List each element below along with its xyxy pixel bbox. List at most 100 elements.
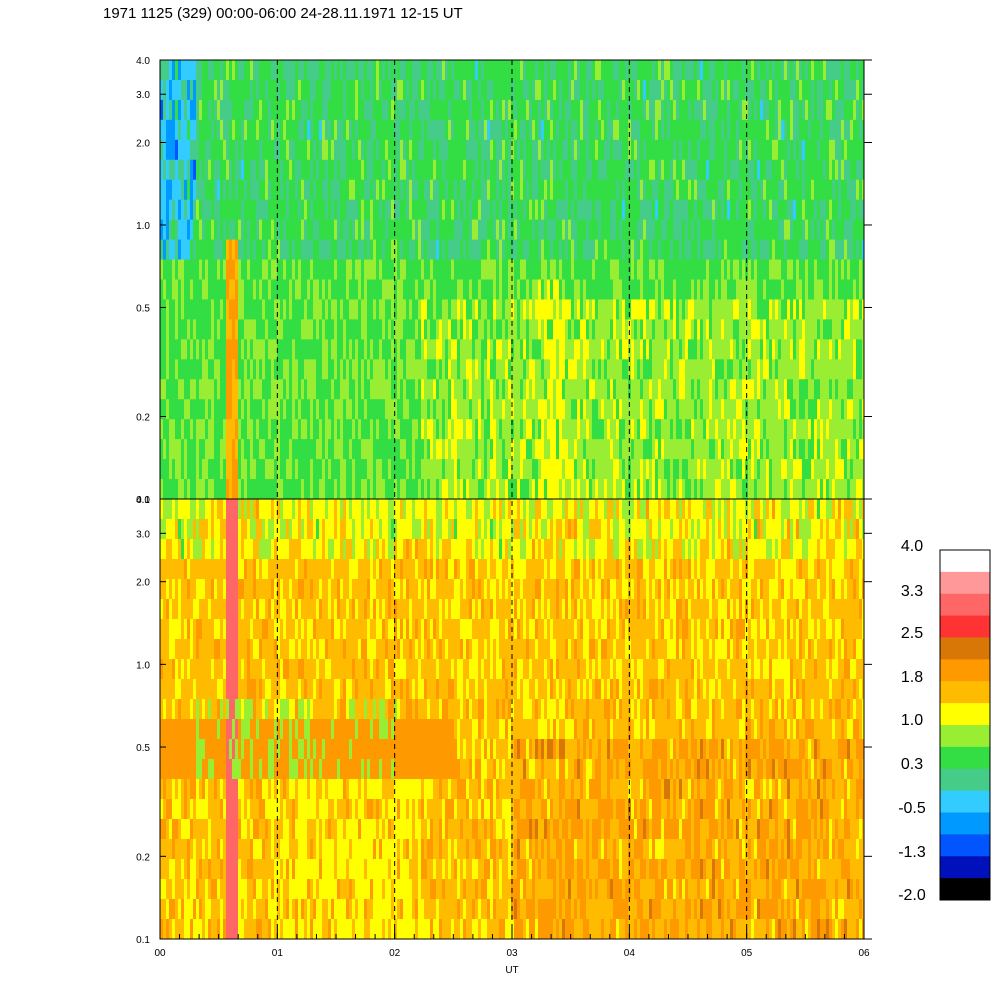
heat-cell: [646, 159, 650, 181]
heat-cell: [220, 99, 224, 121]
heat-cell: [466, 60, 470, 81]
heat-cell: [364, 79, 368, 101]
heat-cell: [679, 119, 683, 141]
heat-cell: [688, 299, 692, 320]
heat-cell: [676, 459, 680, 480]
heat-cell: [160, 459, 164, 480]
heat-cell: [598, 299, 602, 320]
heat-cell: [712, 219, 716, 240]
heat-cell: [697, 239, 701, 260]
heat-cell: [826, 299, 830, 320]
heat-cell: [799, 119, 803, 141]
heat-cell: [820, 119, 824, 141]
heat-cell: [613, 119, 617, 141]
heat-cell: [229, 199, 233, 221]
heat-cell: [337, 219, 341, 240]
heat-cell: [250, 439, 254, 460]
heat-cell: [622, 359, 626, 380]
heat-cell: [349, 60, 353, 81]
heat-cell: [277, 299, 281, 320]
heat-cell: [433, 299, 437, 320]
heat-cell: [259, 119, 263, 141]
heat-cell: [415, 319, 419, 340]
heat-cell: [586, 199, 590, 221]
heat-cell: [619, 379, 623, 400]
heat-cell: [811, 459, 815, 480]
heat-cell: [565, 239, 569, 260]
heat-cell: [250, 299, 254, 320]
heat-cell: [172, 199, 176, 221]
heat-cell: [262, 60, 266, 81]
heat-cell: [820, 60, 824, 81]
heat-cell: [679, 359, 683, 380]
heat-cell: [520, 399, 524, 420]
heat-cell: [520, 99, 524, 121]
heat-cell: [397, 179, 401, 201]
heat-cell: [478, 139, 482, 161]
heat-cell: [730, 459, 734, 480]
heat-cell: [832, 299, 836, 320]
heat-cell: [355, 359, 359, 380]
heat-cell: [649, 279, 653, 300]
heat-cell: [301, 159, 305, 181]
heat-cell: [463, 60, 467, 81]
heat-cell: [472, 199, 476, 221]
heat-cell: [646, 319, 650, 340]
heat-cell: [529, 339, 533, 360]
heat-cell: [817, 419, 821, 440]
heat-cell: [346, 479, 350, 499]
heat-cell: [307, 239, 311, 260]
heat-cell: [424, 79, 428, 101]
heat-cell: [307, 159, 311, 181]
heat-cell: [442, 479, 446, 499]
heat-cell: [550, 399, 554, 420]
heat-cell: [640, 419, 644, 440]
heat-cell: [577, 439, 581, 460]
heat-cell: [316, 139, 320, 161]
heat-cell: [781, 259, 785, 280]
heat-cell: [613, 299, 617, 320]
heat-cell: [292, 439, 296, 460]
heat-cell: [379, 459, 383, 480]
heat-cell: [802, 199, 806, 221]
heat-cell: [604, 319, 608, 340]
heat-cell: [337, 459, 341, 480]
heat-cell: [226, 419, 230, 440]
heat-cell: [181, 79, 185, 101]
heat-cell: [241, 459, 245, 480]
heat-cell: [799, 219, 803, 240]
heat-cell: [505, 239, 509, 260]
heat-cell: [469, 439, 473, 460]
heat-cell: [394, 319, 398, 340]
heat-cell: [607, 459, 611, 480]
heat-cell: [718, 379, 722, 400]
heat-cell: [415, 159, 419, 181]
heat-cell: [796, 239, 800, 260]
heat-cell: [829, 99, 833, 121]
heat-cell: [568, 379, 572, 400]
heat-cell: [787, 419, 791, 440]
heat-cell: [232, 379, 236, 400]
heat-cell: [469, 239, 473, 260]
heat-cell: [727, 119, 731, 141]
heat-cell: [754, 379, 758, 400]
heat-cell: [178, 259, 182, 280]
heat-cell: [214, 60, 218, 81]
heat-cell: [778, 379, 782, 400]
heat-cell: [349, 179, 353, 201]
heat-cell: [310, 99, 314, 121]
heat-cell: [688, 199, 692, 221]
heat-cell: [661, 439, 665, 460]
heat-cell: [175, 319, 179, 340]
heat-cell: [817, 339, 821, 360]
heat-cell: [382, 219, 386, 240]
heat-cell: [487, 79, 491, 101]
heat-cell: [658, 459, 662, 480]
heat-cell: [763, 259, 767, 280]
heat-cell: [568, 60, 572, 81]
heat-cell: [538, 299, 542, 320]
heat-cell: [175, 359, 179, 380]
heat-cell: [826, 399, 830, 420]
heat-cell: [583, 459, 587, 480]
heat-cell: [811, 239, 815, 260]
